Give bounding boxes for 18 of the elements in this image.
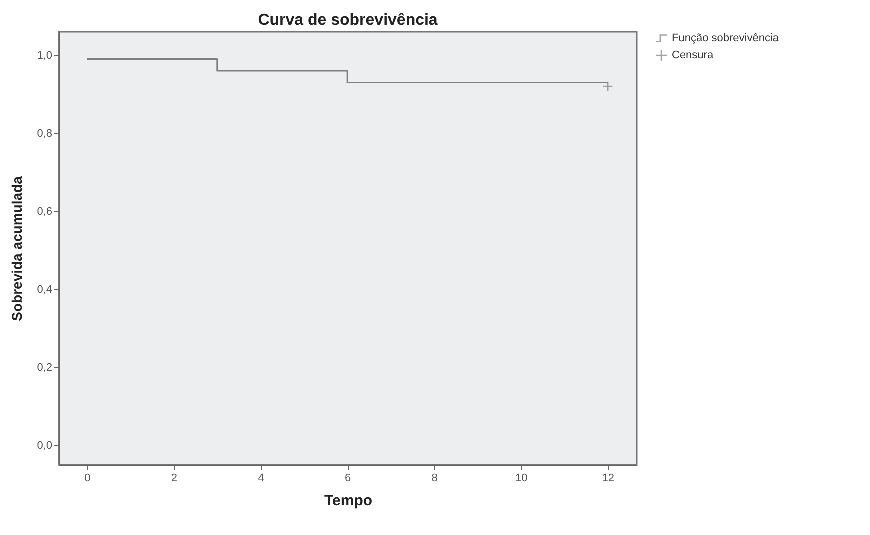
x-tick-label: 4 — [258, 472, 264, 484]
legend-label: Função sobrevivência — [672, 32, 780, 44]
x-tick-label: 10 — [516, 472, 528, 484]
y-tick-label: 0,0 — [37, 440, 52, 452]
y-tick-label: 0,8 — [37, 128, 52, 140]
x-tick-label: 2 — [171, 472, 178, 484]
y-tick-label: 0,4 — [37, 284, 52, 296]
x-tick-label: 0 — [84, 472, 91, 484]
y-axis-title: Sobrevida acumulada — [9, 176, 26, 322]
y-tick-label: 0,2 — [37, 362, 52, 374]
y-tick-label: 1,0 — [37, 50, 52, 62]
x-axis-title: Tempo — [324, 492, 373, 510]
y-tick-label: 0,6 — [37, 206, 52, 218]
x-tick-label: 8 — [432, 472, 438, 484]
x-tick-label: 6 — [345, 472, 352, 484]
chart-title: Curva de sobrevivência — [258, 12, 438, 29]
legend-label: Censura — [672, 50, 714, 62]
x-tick-label: 12 — [602, 472, 615, 484]
